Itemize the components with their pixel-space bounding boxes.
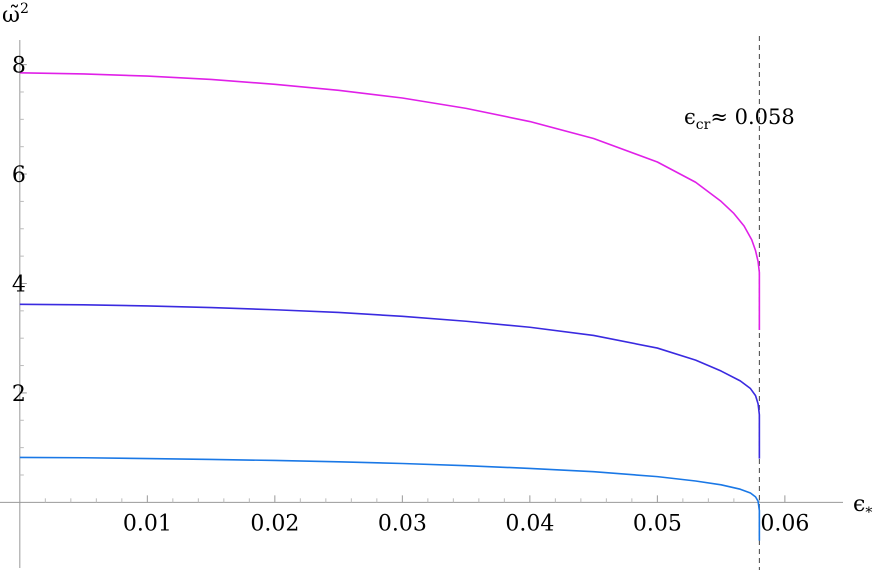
y-axis-label: ω̃2 [2, 1, 29, 28]
x-tick-label: 0.03 [378, 511, 427, 536]
y-tick-label: 4 [12, 272, 26, 297]
y-tick-label: 6 [12, 163, 26, 188]
x-axis-label-sub: * [865, 505, 872, 521]
x-tick-label: 0.05 [633, 511, 682, 536]
x-axis-label: ϵ* [853, 492, 872, 521]
y-axis-label-sup: 2 [20, 1, 29, 17]
axes [0, 36, 843, 570]
x-tick-label: 0.06 [760, 511, 809, 536]
x-tick-label: 0.01 [123, 511, 172, 536]
series-line-3 [19, 456, 761, 541]
critical-label-sub: cr [696, 117, 711, 133]
y-tick-label: 2 [12, 382, 26, 407]
critical-label-value: ≈ 0.058 [710, 105, 794, 129]
series-layer [19, 72, 761, 541]
y-tick-label: 8 [12, 54, 26, 79]
critical-label: ϵcr≈ 0.058 [684, 105, 795, 133]
x-tick-label: 0.02 [250, 511, 299, 536]
series-line-2 [19, 303, 761, 459]
labels: 0.01 0.02 0.03 0.04 0.05 0.06 2 4 6 8 ω̃2 ϵ* ϵcr≈ 0.… [2, 1, 872, 536]
x-tick-label: 0.04 [505, 511, 554, 536]
series-line-1 [19, 72, 761, 330]
